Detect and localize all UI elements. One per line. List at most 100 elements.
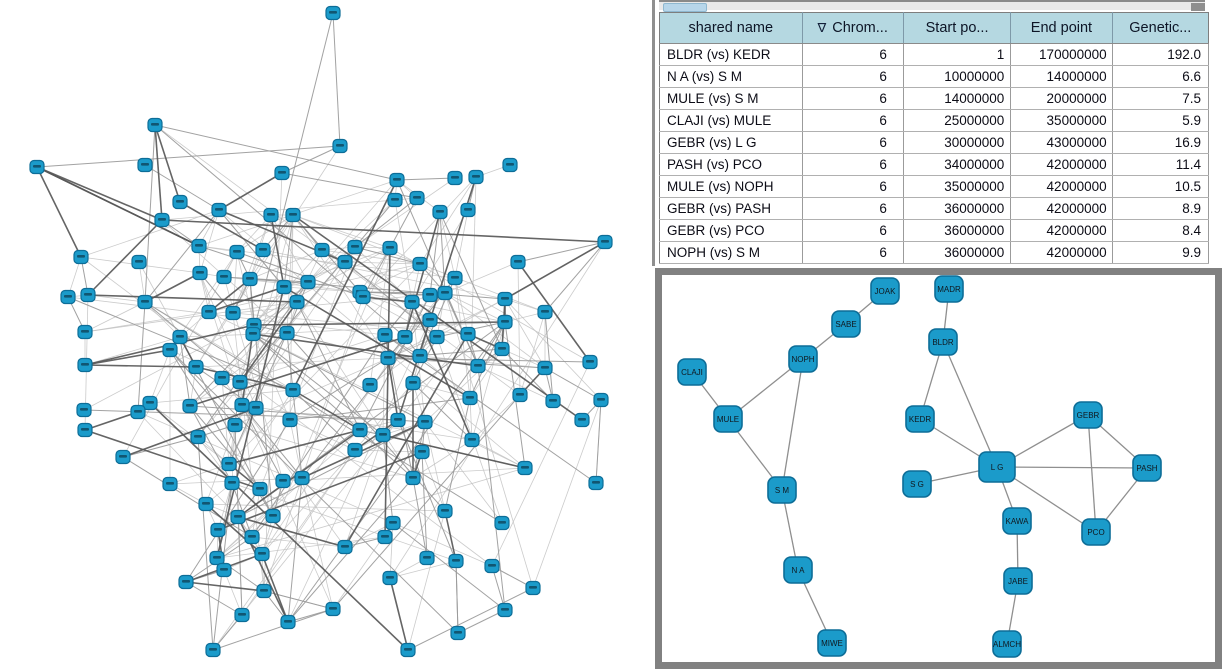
overview-node[interactable] xyxy=(227,417,243,433)
overview-node[interactable] xyxy=(405,375,421,391)
overview-node[interactable] xyxy=(279,325,295,341)
overview-node[interactable] xyxy=(414,444,430,460)
overview-node[interactable] xyxy=(115,449,131,465)
overview-node[interactable] xyxy=(274,165,290,181)
overview-node[interactable] xyxy=(254,546,270,562)
detail-node-CLAJI[interactable]: CLAJI xyxy=(677,358,707,386)
overview-node[interactable] xyxy=(582,354,598,370)
overview-node[interactable] xyxy=(375,427,391,443)
overview-node[interactable] xyxy=(230,509,246,525)
detail-node-GEBR[interactable]: GEBR xyxy=(1073,401,1103,429)
overview-node[interactable] xyxy=(60,289,76,305)
overview-node[interactable] xyxy=(190,429,206,445)
overview-node[interactable] xyxy=(225,305,241,321)
overview-node[interactable] xyxy=(325,5,341,21)
detail-node-SABE[interactable]: SABE xyxy=(831,310,861,338)
overview-node[interactable] xyxy=(422,287,438,303)
overview-node[interactable] xyxy=(405,470,421,486)
table-scrollbar-thumb[interactable] xyxy=(663,3,707,12)
overview-node[interactable] xyxy=(422,312,438,328)
overview-node[interactable] xyxy=(404,294,420,310)
overview-node[interactable] xyxy=(497,602,513,618)
overview-node[interactable] xyxy=(282,412,298,428)
table-row[interactable]: N A (vs) S M 6 10000000 14000000 6.6 xyxy=(659,65,1210,88)
overview-node[interactable] xyxy=(314,242,330,258)
overview-node[interactable] xyxy=(80,287,96,303)
overview-node[interactable] xyxy=(460,326,476,342)
overview-node[interactable] xyxy=(172,329,188,345)
overview-node[interactable] xyxy=(201,304,217,320)
overview-node[interactable] xyxy=(209,550,225,566)
column-header-genetic[interactable]: Genetic... xyxy=(1111,12,1209,44)
overview-node[interactable] xyxy=(517,460,533,476)
overview-node[interactable] xyxy=(210,522,226,538)
overview-node[interactable] xyxy=(484,558,500,574)
overview-node[interactable] xyxy=(390,412,406,428)
overview-node[interactable] xyxy=(280,614,296,630)
overview-node[interactable] xyxy=(347,239,363,255)
overview-node[interactable] xyxy=(409,190,425,206)
detail-node-MULE[interactable]: MULE xyxy=(713,405,743,433)
overview-node[interactable] xyxy=(242,271,258,287)
overview-node[interactable] xyxy=(244,529,260,545)
overview-node[interactable] xyxy=(285,207,301,223)
overview-node[interactable] xyxy=(198,496,214,512)
overview-node[interactable] xyxy=(172,194,188,210)
overview-node[interactable] xyxy=(462,390,478,406)
overview-node[interactable] xyxy=(450,625,466,641)
overview-node[interactable] xyxy=(460,202,476,218)
detail-node-PCO[interactable]: PCO xyxy=(1081,518,1111,546)
column-header-start-point[interactable]: Start po... xyxy=(902,12,1011,44)
overview-node[interactable] xyxy=(245,326,261,342)
overview-node[interactable] xyxy=(276,279,292,295)
overview-node[interactable] xyxy=(337,539,353,555)
table-row[interactable]: BLDR (vs) KEDR 6 1 170000000 192.0 xyxy=(659,43,1210,66)
overview-node[interactable] xyxy=(419,550,435,566)
detail-node-JOAK[interactable]: JOAK xyxy=(870,277,900,305)
table-row[interactable]: PASH (vs) PCO 6 34000000 42000000 11.4 xyxy=(659,153,1210,176)
overview-node[interactable] xyxy=(537,360,553,376)
overview-node[interactable] xyxy=(211,202,227,218)
overview-node[interactable] xyxy=(232,374,248,390)
overview-node[interactable] xyxy=(447,270,463,286)
overview-node[interactable] xyxy=(252,481,268,497)
table-row[interactable]: GEBR (vs) PASH 6 36000000 42000000 8.9 xyxy=(659,197,1210,220)
table-row[interactable]: GEBR (vs) L G 6 30000000 43000000 16.9 xyxy=(659,131,1210,154)
detail-node-BLDR[interactable]: BLDR xyxy=(928,328,958,356)
overview-node[interactable] xyxy=(256,583,272,599)
overview-node[interactable] xyxy=(263,207,279,223)
detail-node-L-G[interactable]: L G xyxy=(978,451,1016,483)
overview-node[interactable] xyxy=(525,580,541,596)
overview-node[interactable] xyxy=(380,350,396,366)
overview-node[interactable] xyxy=(162,342,178,358)
overview-node[interactable] xyxy=(300,274,316,290)
overview-node[interactable] xyxy=(265,508,281,524)
overview-node[interactable] xyxy=(275,473,291,489)
overview-node[interactable] xyxy=(382,240,398,256)
detail-node-MADR[interactable]: MADR xyxy=(934,275,964,303)
overview-node[interactable] xyxy=(154,212,170,228)
column-header-chromosome[interactable]: ∇ Chrom... xyxy=(801,12,904,44)
table-row[interactable]: NOPH (vs) S M 6 36000000 42000000 9.9 xyxy=(659,241,1210,264)
overview-node[interactable] xyxy=(77,324,93,340)
overview-node[interactable] xyxy=(432,204,448,220)
detail-node-S-M[interactable]: S M xyxy=(767,476,797,504)
overview-node[interactable] xyxy=(412,256,428,272)
overview-node[interactable] xyxy=(447,170,463,186)
column-header-shared-name[interactable]: shared name xyxy=(659,12,803,44)
overview-network-canvas[interactable] xyxy=(0,0,655,669)
overview-node[interactable] xyxy=(205,642,221,658)
overview-node[interactable] xyxy=(497,314,513,330)
overview-node[interactable] xyxy=(137,294,153,310)
overview-node[interactable] xyxy=(325,601,341,617)
overview-node[interactable] xyxy=(347,442,363,458)
overview-node[interactable] xyxy=(131,254,147,270)
overview-node[interactable] xyxy=(234,397,250,413)
overview-node[interactable] xyxy=(178,574,194,590)
overview-node[interactable] xyxy=(494,515,510,531)
overview-node[interactable] xyxy=(437,503,453,519)
detail-node-N-A[interactable]: N A xyxy=(783,556,813,584)
overview-node[interactable] xyxy=(464,432,480,448)
overview-node[interactable] xyxy=(385,515,401,531)
overview-node[interactable] xyxy=(76,402,92,418)
